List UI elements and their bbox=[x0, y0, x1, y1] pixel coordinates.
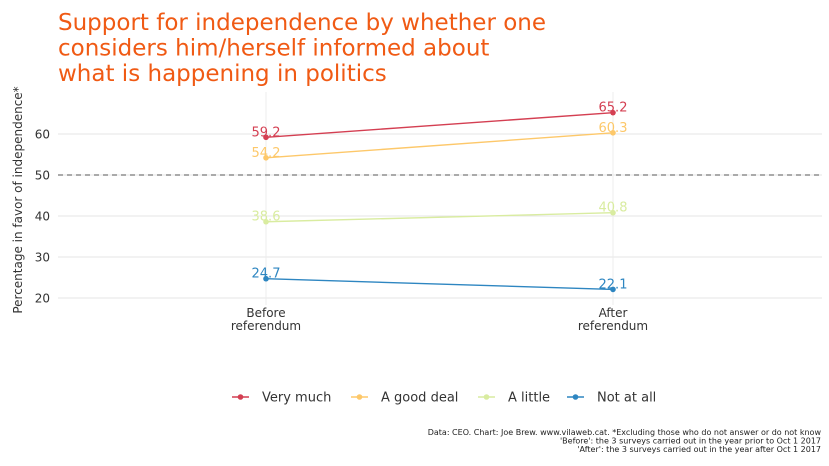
data-point bbox=[263, 134, 269, 141]
data-point bbox=[263, 218, 269, 225]
legend-item: Very much bbox=[232, 391, 331, 406]
series-very-much: 59.2 65.2 bbox=[252, 101, 628, 141]
legend-item: Not at all bbox=[567, 391, 656, 406]
series-line bbox=[265, 278, 614, 291]
caption-line: 'Before': the 3 surveys carried out in t… bbox=[560, 437, 821, 446]
y-tick-label: 50 bbox=[35, 169, 50, 183]
legend-key-point bbox=[356, 394, 363, 400]
legend-item: A little bbox=[478, 391, 550, 406]
chart-title-line: considers him/herself informed about bbox=[58, 36, 489, 62]
legend-key-point bbox=[572, 394, 579, 400]
data-label: 59.2 bbox=[252, 125, 281, 140]
grid bbox=[58, 92, 822, 305]
chart-title: Support for independence by whether onec… bbox=[58, 10, 546, 87]
x-tick-label: referendum bbox=[231, 319, 301, 333]
series-line bbox=[265, 212, 614, 223]
series-not-at-all: 24.7 22.1 bbox=[252, 267, 628, 293]
caption-line: 'After': the 3 surveys carried out in th… bbox=[577, 445, 821, 454]
chart-title-line: what is happening in politics bbox=[58, 61, 387, 87]
series-line bbox=[265, 132, 614, 159]
data-point bbox=[263, 154, 269, 161]
series: 59.2 65.2 54.2 60.3 38.6 40.8 24.7 22.1 bbox=[252, 101, 628, 293]
data-point bbox=[610, 109, 616, 116]
legend-label: A good deal bbox=[381, 391, 458, 406]
series-a-little: 38.6 40.8 bbox=[252, 201, 628, 225]
series-a-good-deal: 54.2 60.3 bbox=[252, 121, 628, 161]
chart-title-line: Support for independence by whether one bbox=[58, 10, 546, 36]
data-label: 22.1 bbox=[599, 277, 628, 292]
legend-key-point bbox=[237, 394, 244, 400]
legend-label: A little bbox=[508, 391, 550, 406]
data-label: 24.7 bbox=[252, 267, 281, 282]
caption-line: Data: CEO. Chart: Joe Brew. www.vilaweb.… bbox=[428, 428, 822, 437]
y-axis: 20 30 40 50 60 bbox=[35, 128, 50, 306]
data-label: 60.3 bbox=[599, 121, 628, 136]
x-tick-label: Before bbox=[246, 306, 285, 320]
y-tick-label: 30 bbox=[35, 251, 50, 265]
data-label: 38.6 bbox=[252, 210, 281, 225]
legend-label: Very much bbox=[262, 391, 331, 406]
y-tick-label: 20 bbox=[35, 292, 50, 306]
data-label: 54.2 bbox=[252, 146, 281, 161]
y-axis-label-group: Percentage in favor of independence* bbox=[11, 86, 25, 313]
x-tick-label: referendum bbox=[578, 319, 648, 333]
data-point bbox=[610, 129, 616, 136]
data-label: 65.2 bbox=[599, 101, 628, 116]
y-tick-label: 60 bbox=[35, 128, 50, 142]
series-line bbox=[265, 111, 614, 138]
x-tick-label: After bbox=[599, 306, 628, 320]
data-point bbox=[610, 286, 616, 293]
legend: Very much A good deal A little Not at all bbox=[232, 391, 656, 406]
legend-key-point bbox=[483, 394, 490, 400]
legend-item: A good deal bbox=[351, 391, 458, 406]
y-tick-label: 40 bbox=[35, 210, 50, 224]
caption: Data: CEO. Chart: Joe Brew. www.vilaweb.… bbox=[428, 428, 822, 454]
y-axis-label: Percentage in favor of independence* bbox=[11, 86, 25, 313]
legend-label: Not at all bbox=[597, 391, 656, 406]
data-point bbox=[263, 275, 269, 282]
data-label: 40.8 bbox=[599, 201, 628, 216]
data-point bbox=[610, 209, 616, 216]
